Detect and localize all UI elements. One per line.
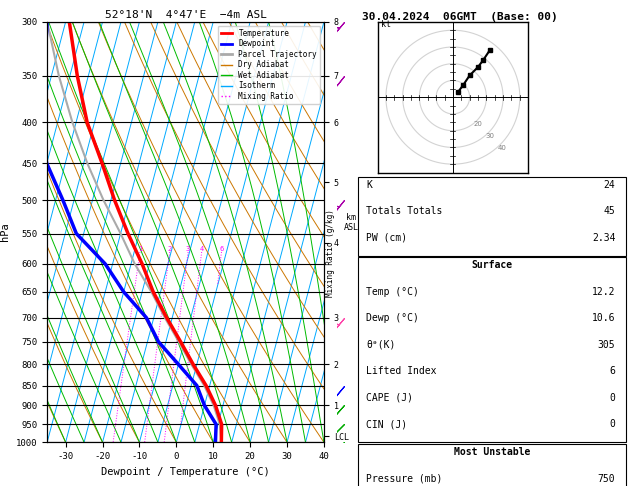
Text: Dewp (°C): Dewp (°C) bbox=[366, 313, 419, 323]
Text: 750: 750 bbox=[598, 473, 615, 484]
Bar bbox=[358, 258, 626, 442]
Text: 6: 6 bbox=[220, 246, 223, 252]
Bar bbox=[358, 176, 626, 256]
Text: 305: 305 bbox=[598, 340, 615, 350]
Text: 20: 20 bbox=[474, 121, 482, 127]
Bar bbox=[358, 444, 626, 486]
Text: Lifted Index: Lifted Index bbox=[366, 366, 437, 376]
Text: CAPE (J): CAPE (J) bbox=[366, 393, 413, 403]
Text: Pressure (mb): Pressure (mb) bbox=[366, 473, 443, 484]
Text: 3: 3 bbox=[186, 246, 190, 252]
Text: Temp (°C): Temp (°C) bbox=[366, 287, 419, 297]
Text: Surface: Surface bbox=[472, 260, 513, 271]
Text: 24: 24 bbox=[604, 180, 615, 190]
Text: kt: kt bbox=[381, 20, 391, 29]
Text: Totals Totals: Totals Totals bbox=[366, 206, 443, 216]
Y-axis label: hPa: hPa bbox=[1, 223, 11, 242]
Text: 40: 40 bbox=[498, 144, 506, 151]
Text: 30: 30 bbox=[486, 133, 494, 139]
Y-axis label: km
ASL: km ASL bbox=[344, 213, 359, 232]
Text: 2: 2 bbox=[167, 246, 172, 252]
Text: K: K bbox=[366, 180, 372, 190]
Title: 52°18'N  4°47'E  −4m ASL: 52°18'N 4°47'E −4m ASL bbox=[104, 10, 267, 20]
Text: 0: 0 bbox=[610, 393, 615, 403]
Text: CIN (J): CIN (J) bbox=[366, 419, 408, 429]
Text: θᵊ(K): θᵊ(K) bbox=[366, 340, 396, 350]
X-axis label: Dewpoint / Temperature (°C): Dewpoint / Temperature (°C) bbox=[101, 467, 270, 477]
Text: 45: 45 bbox=[604, 206, 615, 216]
Text: 4: 4 bbox=[199, 246, 204, 252]
Text: 12.2: 12.2 bbox=[592, 287, 615, 297]
Text: Most Unstable: Most Unstable bbox=[454, 447, 530, 457]
Text: 6: 6 bbox=[610, 366, 615, 376]
Text: 1: 1 bbox=[138, 246, 142, 252]
Legend: Temperature, Dewpoint, Parcel Trajectory, Dry Adiabat, Wet Adiabat, Isotherm, Mi: Temperature, Dewpoint, Parcel Trajectory… bbox=[218, 26, 320, 104]
Text: Mixing Ratio (g/kg): Mixing Ratio (g/kg) bbox=[326, 209, 335, 296]
Text: 30.04.2024  06GMT  (Base: 00): 30.04.2024 06GMT (Base: 00) bbox=[362, 12, 557, 22]
Text: 2.34: 2.34 bbox=[592, 232, 615, 243]
Text: 10.6: 10.6 bbox=[592, 313, 615, 323]
Text: 0: 0 bbox=[610, 419, 615, 429]
Text: PW (cm): PW (cm) bbox=[366, 232, 408, 243]
